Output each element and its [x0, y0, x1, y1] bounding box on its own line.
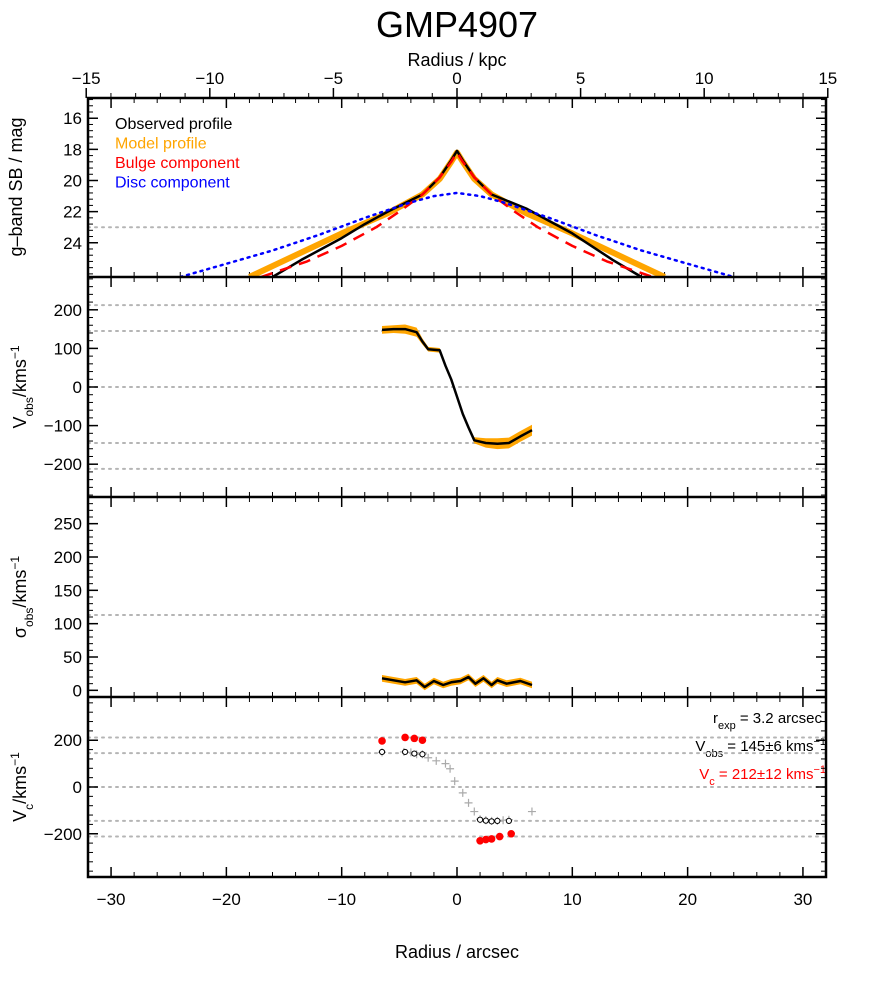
legend-entry: Bulge component	[115, 155, 240, 172]
plot-frame	[86, 96, 828, 879]
annotation-vc: Vc = 212±12 kms−1	[699, 764, 826, 788]
top-axis-tick-labels: −15 −10 −5 0 5 10 15	[72, 69, 837, 98]
legend-entry: Disc component	[115, 175, 230, 192]
y-tick-label: 100	[54, 339, 82, 358]
vc-point-plus	[424, 753, 433, 762]
sb-ylabel: g–band SB / mag	[6, 117, 26, 256]
top-tick-label: −15	[72, 69, 101, 88]
annotation-rexp: rexp = 3.2 arcsec	[713, 710, 823, 732]
sigma-ylabel: σobs/kms−1	[8, 556, 36, 638]
vc-point-open	[488, 818, 495, 825]
legend: Observed profile Model profile Bulge compo…	[115, 116, 240, 192]
vc-point-open	[411, 750, 418, 757]
y-tick-label: 0	[73, 378, 82, 397]
top-tick-label: 5	[576, 69, 585, 88]
vc-point-open	[402, 748, 409, 756]
bottom-axis-label: Radius / arcsec	[395, 942, 519, 962]
top-tick-label: −5	[324, 69, 343, 88]
vc-point-plus	[446, 764, 455, 773]
top-tick-label: 15	[818, 69, 837, 88]
y-tick-label: 250	[54, 515, 82, 534]
vc-point-plus	[470, 807, 479, 816]
y-tick-label: 50	[63, 648, 82, 667]
panel-surface-brightness: g–band SB / mag Observed profile Model pr…	[6, 98, 827, 277]
vc-point-open	[482, 817, 489, 824]
bottom-tick-label: −20	[212, 890, 241, 909]
sb-series	[179, 149, 736, 277]
y-tick-label: −100	[44, 417, 82, 436]
vc-point-filled	[507, 829, 515, 838]
vobs-error-band	[382, 324, 532, 450]
vc-point-plus	[441, 759, 450, 768]
top-tick-label: 0	[452, 69, 461, 88]
series-bulge-component	[260, 151, 654, 277]
bottom-tick-label: 30	[793, 890, 812, 909]
top-tick-label: −10	[195, 69, 224, 88]
vc-point-filled	[410, 734, 419, 743]
vc-point-filled	[487, 835, 496, 843]
bottom-tick-label: −30	[97, 890, 126, 909]
annotation-vobs: Vobs = 145±6 kms−1	[695, 736, 826, 760]
top-tick-label: 10	[695, 69, 714, 88]
vobs-line	[381, 327, 533, 445]
top-axis-label: Radius / kpc	[407, 50, 506, 70]
vobs-ylabel: Vobs/kms−1	[8, 345, 36, 428]
y-tick-label: 100	[54, 615, 82, 634]
y-tick-label: 150	[54, 581, 82, 600]
bottom-axis-tick-labels: −30 −20 −10 0 10 20 30	[97, 890, 813, 909]
vc-point-filled	[476, 836, 484, 845]
y-tick-label: 0	[73, 778, 82, 797]
y-tick-label: 200	[54, 301, 82, 320]
legend-entry: Model profile	[115, 136, 207, 153]
y-tick-label: 24	[63, 234, 82, 253]
panel-velocity-dispersion: σobs/kms−1 0 50 100 150 200 250	[8, 496, 827, 700]
vc-ylabel: Vc/kms−1	[8, 752, 36, 822]
vc-point-open	[476, 816, 484, 823]
vc-point-plus	[432, 756, 441, 765]
y-tick-label: −200	[44, 455, 82, 474]
vc-point-plus	[464, 798, 473, 807]
vc-point-open	[419, 751, 426, 758]
vc-point-filled	[495, 832, 504, 841]
panel-circular-velocity: Vc/kms−1 rexp = 3.2 arcsec Vobs = 145±6 …	[8, 697, 827, 877]
figure-title: GMP4907	[376, 4, 538, 45]
y-tick-label: 0	[73, 681, 82, 700]
bottom-tick-label: 0	[452, 890, 461, 909]
vc-point-filled	[482, 835, 490, 844]
vc-point-filled	[378, 737, 386, 745]
legend-entry: Observed profile	[115, 116, 232, 133]
y-tick-label: 200	[54, 548, 82, 567]
vc-point-plus	[527, 807, 536, 816]
vc-point-open	[494, 817, 501, 824]
panel-observed-velocity: Vobs/kms−1 −200 −100 0 100 200	[8, 277, 827, 497]
bottom-tick-label: 20	[678, 890, 697, 909]
y-tick-label: 18	[63, 140, 82, 159]
y-tick-label: 16	[63, 109, 82, 128]
bottom-tick-label: 10	[563, 890, 582, 909]
series-observed-profile	[271, 149, 643, 277]
vc-point-open	[505, 817, 512, 824]
y-tick-label: 22	[63, 203, 82, 222]
vc-point-plus	[458, 788, 467, 797]
bottom-tick-label: −10	[327, 890, 356, 909]
vc-point-filled	[418, 736, 427, 745]
series-disc-component	[179, 191, 736, 277]
vc-point-open	[378, 748, 386, 756]
vc-point-filled	[401, 733, 409, 742]
sigma-line	[381, 675, 533, 689]
y-tick-label: 20	[63, 171, 82, 190]
y-tick-label: 200	[54, 731, 82, 750]
vc-point-plus	[450, 777, 459, 786]
y-tick-label: −200	[44, 825, 82, 844]
